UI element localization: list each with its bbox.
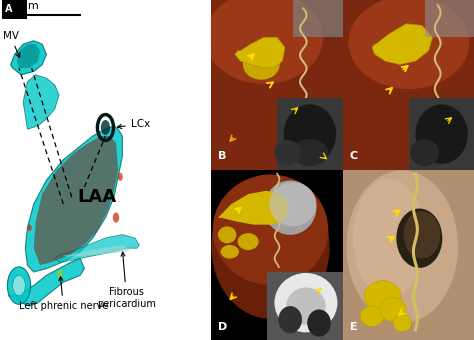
Circle shape xyxy=(101,120,110,135)
Bar xyxy=(409,98,474,170)
Ellipse shape xyxy=(364,280,401,311)
Ellipse shape xyxy=(396,208,442,268)
Text: Fibrous
pericardium: Fibrous pericardium xyxy=(97,252,156,309)
Ellipse shape xyxy=(410,139,439,166)
Ellipse shape xyxy=(393,314,411,332)
Ellipse shape xyxy=(205,0,323,84)
Polygon shape xyxy=(55,235,139,262)
Circle shape xyxy=(27,224,32,231)
Polygon shape xyxy=(17,44,40,68)
Ellipse shape xyxy=(403,211,440,258)
Ellipse shape xyxy=(218,226,237,243)
Ellipse shape xyxy=(269,182,317,226)
Circle shape xyxy=(13,275,25,296)
Ellipse shape xyxy=(292,139,328,166)
Circle shape xyxy=(113,212,119,223)
Text: MV: MV xyxy=(2,31,20,57)
Polygon shape xyxy=(63,245,131,257)
Ellipse shape xyxy=(353,179,425,298)
Text: LAA: LAA xyxy=(77,188,117,206)
Polygon shape xyxy=(9,258,84,306)
Polygon shape xyxy=(34,136,118,265)
Ellipse shape xyxy=(415,104,468,164)
Ellipse shape xyxy=(220,245,239,258)
Polygon shape xyxy=(235,37,285,68)
Ellipse shape xyxy=(307,309,331,337)
Ellipse shape xyxy=(346,170,458,323)
Circle shape xyxy=(57,270,63,278)
Bar xyxy=(293,0,343,37)
Ellipse shape xyxy=(348,0,469,89)
Text: LCx: LCx xyxy=(118,119,150,129)
Ellipse shape xyxy=(211,174,329,319)
Ellipse shape xyxy=(283,104,336,164)
Polygon shape xyxy=(10,41,46,75)
Bar xyxy=(425,0,474,37)
Text: C: C xyxy=(350,151,358,161)
Text: Left phrenic nerve: Left phrenic nerve xyxy=(18,277,108,311)
Bar xyxy=(266,272,343,340)
Bar xyxy=(277,98,343,170)
Circle shape xyxy=(8,267,31,304)
Ellipse shape xyxy=(360,306,384,326)
Text: B: B xyxy=(218,151,227,161)
Circle shape xyxy=(118,173,123,181)
Polygon shape xyxy=(25,126,122,272)
Ellipse shape xyxy=(237,233,259,250)
Bar xyxy=(2,0,27,19)
Ellipse shape xyxy=(274,140,301,166)
Polygon shape xyxy=(23,75,59,129)
Ellipse shape xyxy=(286,287,326,325)
Ellipse shape xyxy=(278,306,302,333)
Polygon shape xyxy=(217,191,290,225)
Ellipse shape xyxy=(264,181,317,235)
Text: A: A xyxy=(5,4,12,14)
Ellipse shape xyxy=(213,174,328,285)
Text: 5mm: 5mm xyxy=(10,1,39,11)
Polygon shape xyxy=(372,24,432,65)
Ellipse shape xyxy=(243,49,280,80)
Text: D: D xyxy=(218,322,227,332)
Text: E: E xyxy=(350,322,357,332)
Ellipse shape xyxy=(380,298,406,321)
Ellipse shape xyxy=(274,273,337,333)
